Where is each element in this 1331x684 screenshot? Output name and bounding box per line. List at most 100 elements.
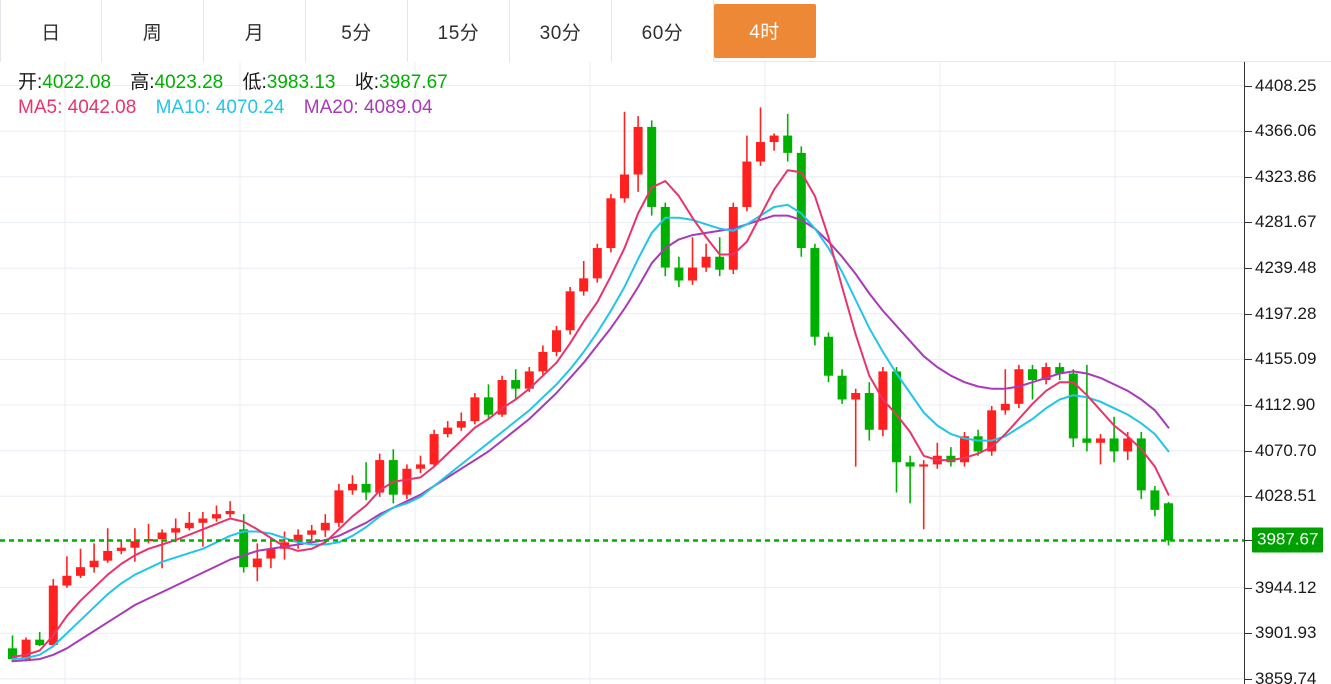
candle-body bbox=[660, 206, 670, 268]
candle-body bbox=[130, 541, 140, 548]
candle bbox=[388, 449, 398, 504]
candle bbox=[1000, 369, 1010, 415]
candle bbox=[35, 632, 45, 647]
candle bbox=[824, 332, 833, 383]
candle-body bbox=[538, 351, 548, 372]
candle-body bbox=[212, 514, 221, 519]
candle bbox=[429, 429, 439, 467]
candle bbox=[1055, 362, 1065, 381]
candle-body bbox=[388, 460, 398, 495]
candle-body bbox=[1055, 367, 1065, 374]
candle bbox=[1041, 362, 1051, 385]
candle bbox=[89, 543, 99, 573]
price-axis-tick bbox=[1245, 131, 1252, 133]
candle-body bbox=[769, 135, 779, 143]
candle bbox=[484, 384, 493, 419]
price-axis-label: 3859.74 bbox=[1255, 668, 1317, 684]
candle bbox=[620, 111, 629, 203]
candle-body bbox=[252, 558, 262, 568]
candle bbox=[647, 120, 657, 216]
period-tab-3[interactable]: 5分 bbox=[306, 0, 408, 62]
candle bbox=[1164, 501, 1173, 546]
candle bbox=[1109, 416, 1119, 463]
ma5-line bbox=[11, 169, 1170, 658]
period-tab-4[interactable]: 15分 bbox=[408, 0, 510, 62]
candle bbox=[715, 237, 725, 277]
candle bbox=[348, 475, 357, 495]
price-axis-label: 4281.67 bbox=[1255, 212, 1317, 232]
candle bbox=[171, 518, 181, 543]
period-tab-label: 月 bbox=[244, 22, 265, 44]
candle-body bbox=[810, 248, 820, 337]
candle-body bbox=[157, 532, 167, 540]
candle-body bbox=[62, 575, 72, 586]
candle bbox=[606, 193, 616, 253]
candle-body bbox=[701, 256, 711, 268]
price-axis: 4408.25 4366.06 4323.86 4281.67 4239.48 4197.… bbox=[1244, 62, 1331, 684]
candle-body bbox=[184, 522, 194, 529]
candle-body bbox=[456, 421, 466, 428]
candle-body bbox=[783, 135, 793, 153]
candle bbox=[1068, 369, 1078, 448]
candle-body bbox=[334, 490, 344, 523]
candle-body bbox=[1136, 438, 1146, 491]
period-tab-label: 30分 bbox=[539, 22, 582, 44]
candle-body bbox=[633, 126, 643, 175]
candle bbox=[361, 462, 371, 501]
price-axis-label: 4408.25 bbox=[1255, 75, 1317, 95]
candle bbox=[919, 460, 929, 530]
candle bbox=[307, 524, 317, 542]
candle bbox=[48, 579, 58, 648]
candle-body bbox=[864, 393, 874, 430]
candle-body bbox=[837, 375, 847, 400]
candle-body bbox=[688, 267, 697, 281]
candle bbox=[946, 447, 956, 467]
price-axis-label: 4366.06 bbox=[1255, 121, 1317, 141]
candle-body bbox=[198, 518, 208, 523]
candle bbox=[334, 483, 344, 528]
last-price-tick bbox=[1245, 540, 1252, 542]
candle bbox=[1082, 364, 1092, 452]
candle-body bbox=[620, 174, 629, 199]
candle-body bbox=[796, 152, 806, 249]
candle bbox=[851, 388, 861, 467]
candle bbox=[688, 237, 697, 285]
period-tab-6[interactable]: 60分 bbox=[612, 0, 714, 62]
period-tab-7[interactable]: 4时 bbox=[714, 3, 816, 58]
candle bbox=[416, 455, 425, 474]
candle-body bbox=[48, 585, 58, 646]
period-tab-0[interactable]: 日 bbox=[0, 0, 102, 62]
last-price-badge: 3987.67 bbox=[1252, 527, 1324, 553]
price-axis-tick bbox=[1245, 268, 1252, 270]
candle-body bbox=[1028, 369, 1037, 381]
candle-body bbox=[647, 126, 657, 207]
candle bbox=[810, 243, 820, 346]
candle-body bbox=[960, 436, 969, 463]
candle bbox=[674, 256, 684, 288]
candle-body bbox=[293, 534, 303, 543]
candle-body bbox=[361, 483, 371, 493]
candle-body bbox=[8, 648, 17, 660]
candle bbox=[973, 429, 983, 456]
period-tab-5[interactable]: 30分 bbox=[510, 0, 612, 62]
price-axis-label: 4197.28 bbox=[1255, 303, 1317, 323]
candle-body bbox=[579, 278, 589, 292]
candle bbox=[538, 345, 548, 375]
plot-area[interactable] bbox=[0, 62, 1244, 684]
candle-body bbox=[1123, 438, 1133, 452]
period-tab-label: 5分 bbox=[341, 22, 372, 44]
candle bbox=[62, 556, 72, 588]
candle-body bbox=[919, 464, 929, 467]
candle bbox=[769, 133, 779, 151]
period-tab-bar: 日 周 月 5分 15分 30分 60分 4时 bbox=[0, 0, 1331, 62]
price-axis-label: 4112.90 bbox=[1255, 395, 1316, 415]
price-axis-tick bbox=[1245, 176, 1252, 178]
period-tab-1[interactable]: 周 bbox=[102, 0, 204, 62]
candle-body bbox=[756, 142, 765, 162]
price-axis-label: 4028.51 bbox=[1255, 486, 1317, 506]
candle bbox=[579, 261, 589, 296]
period-tab-2[interactable]: 月 bbox=[204, 0, 306, 62]
candle-body bbox=[892, 371, 901, 463]
candle-body bbox=[1096, 438, 1105, 443]
candle bbox=[892, 367, 901, 493]
